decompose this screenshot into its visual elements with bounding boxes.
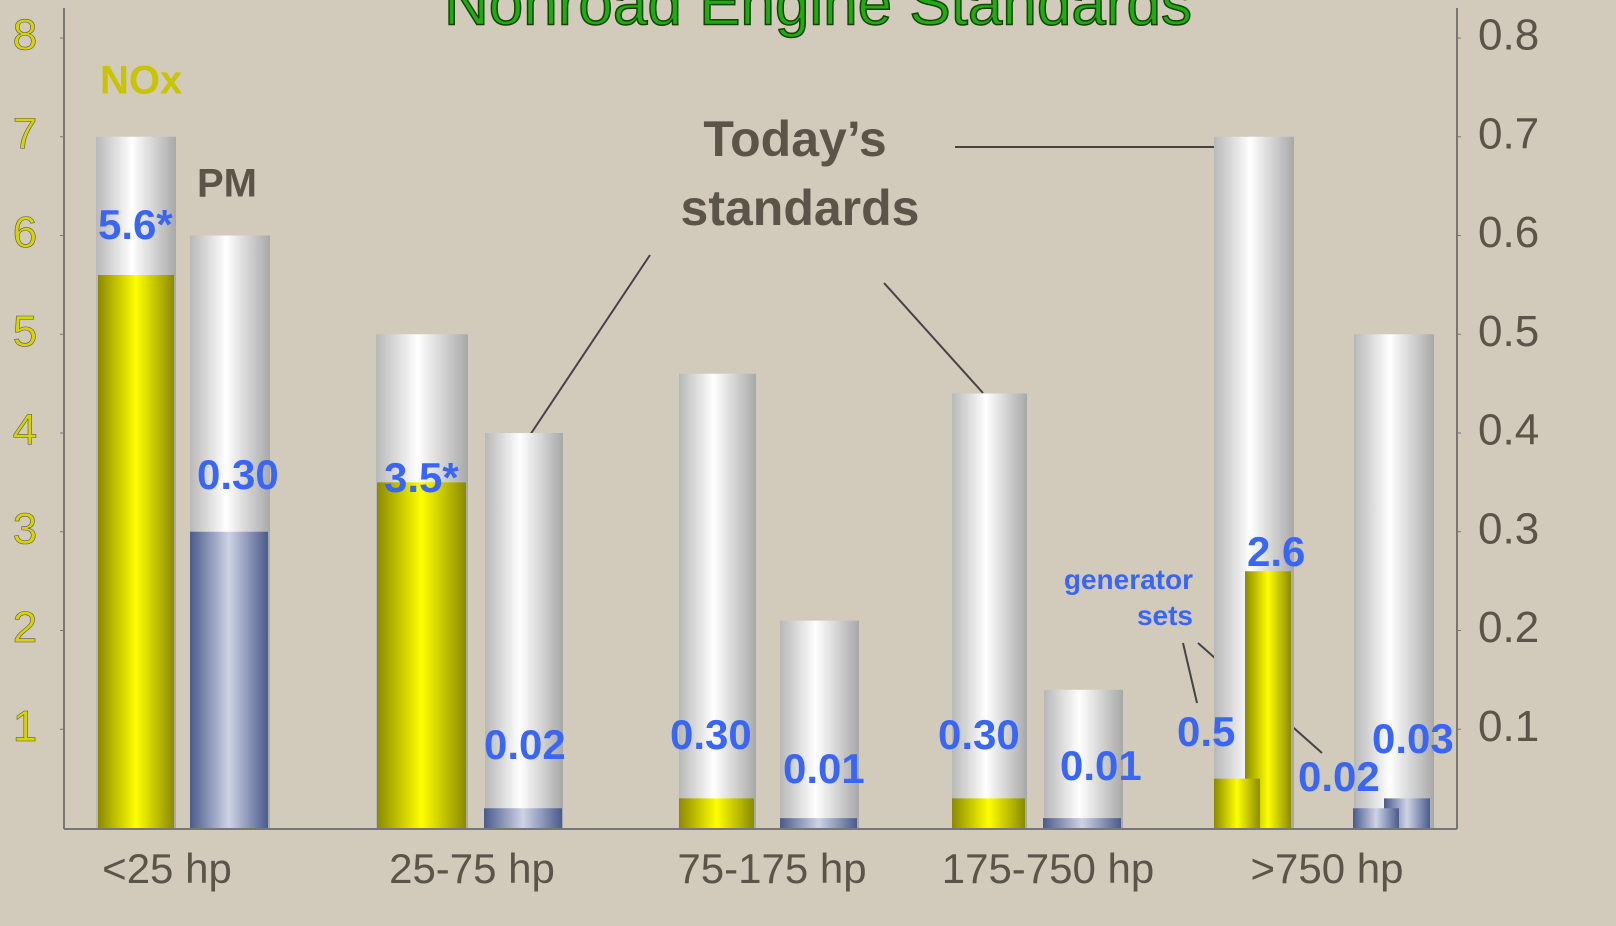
x-tick-label: 25-75 hp xyxy=(389,845,555,892)
x-tick-label: 175-750 hp xyxy=(942,845,1155,892)
y2-tick-label: 0.1 xyxy=(1478,702,1539,751)
value-label: 0.01 xyxy=(1060,742,1142,789)
y-tick-label: 1 xyxy=(13,702,37,751)
bar xyxy=(190,531,268,828)
y-tick-label: 2 xyxy=(13,603,37,652)
x-tick-label: <25 hp xyxy=(102,845,232,892)
value-label: 0.30 xyxy=(197,451,279,498)
y-tick-label: 7 xyxy=(13,109,37,158)
bar xyxy=(952,798,1025,828)
y2-tick-label: 0.2 xyxy=(1478,603,1539,652)
standard-bar xyxy=(679,373,756,828)
leader xyxy=(1182,642,1198,704)
y-tick-label: 8 xyxy=(13,11,37,60)
value-label: 0.02 xyxy=(1298,753,1380,800)
value-label: 5.6* xyxy=(98,201,173,248)
bar xyxy=(1043,818,1121,828)
y-tick-label: 5 xyxy=(13,307,37,356)
bar xyxy=(377,482,466,828)
bar xyxy=(484,808,562,828)
bar xyxy=(780,818,857,828)
bar xyxy=(98,275,174,828)
standard-bar xyxy=(952,393,1027,828)
standard-bar xyxy=(1354,334,1434,828)
x-tick-label: >750 hp xyxy=(1251,845,1404,892)
chart-title: Nonroad Engine Standards xyxy=(444,0,1192,38)
value-label: 0.02 xyxy=(484,721,566,768)
leader xyxy=(521,254,651,448)
y2-tick-label: 0.6 xyxy=(1478,208,1539,257)
y2-tick-label: 0.5 xyxy=(1478,307,1539,356)
value-label: 0.03 xyxy=(1372,715,1454,762)
generator-label: generator sets xyxy=(1064,564,1193,631)
value-label: 3.5* xyxy=(384,454,459,501)
y-tick-label: 3 xyxy=(13,504,37,553)
generator-bar xyxy=(1353,808,1399,828)
y-tick-label: 4 xyxy=(13,406,37,455)
y2-tick-label: 0.4 xyxy=(1478,406,1539,455)
standard-bar xyxy=(1044,689,1123,828)
generator-bar xyxy=(1214,778,1260,828)
standard-bar xyxy=(780,620,859,828)
y2-tick-label: 0.7 xyxy=(1478,109,1539,158)
y2-tick-label: 0.3 xyxy=(1478,504,1539,553)
leaders xyxy=(521,146,1323,754)
value-label: 2.6 xyxy=(1247,528,1305,575)
standard-bar xyxy=(485,433,563,828)
y2-tick-label: 0.8 xyxy=(1478,11,1539,60)
legend-pm: PM xyxy=(197,162,257,206)
leader xyxy=(883,282,984,394)
legend-nox: NOx xyxy=(100,59,182,103)
value-label: 0.30 xyxy=(938,711,1020,758)
value-label: 0.30 xyxy=(670,711,752,758)
bar xyxy=(679,798,754,828)
value-label: 0.5 xyxy=(1177,708,1235,755)
value-label: 0.01 xyxy=(783,745,865,792)
standards-label: Today’s standards xyxy=(681,111,920,236)
x-tick-label: 75-175 hp xyxy=(677,845,866,892)
y-tick-label: 6 xyxy=(13,208,37,257)
